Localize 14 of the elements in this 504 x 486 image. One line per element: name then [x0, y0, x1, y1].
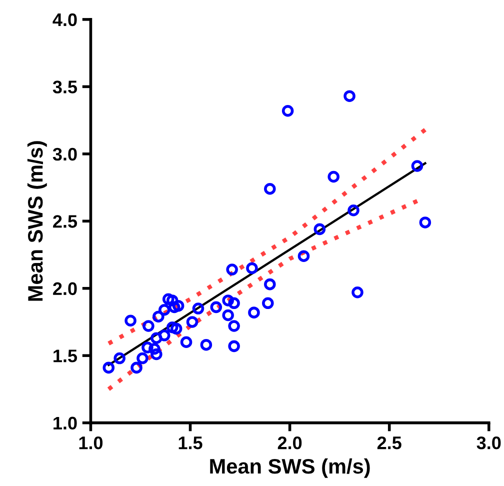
y-tick-label: 3.5: [52, 80, 78, 94]
y-tick-label: 3.0: [52, 148, 77, 161]
y-tick-label: 1.5: [54, 350, 78, 362]
y-tick-label: 4.0: [52, 13, 77, 26]
y-axis-title: Mean SWS (m/s): [27, 141, 47, 301]
x-tick-label: 2.5: [377, 436, 402, 450]
x-tick-label: 1.5: [178, 436, 202, 450]
y-tick-label: 2.0: [53, 282, 77, 296]
y-tick-label: 2.5: [53, 215, 78, 228]
x-axis-title: Mean SWS (m/s): [210, 458, 370, 478]
x-tick-label: 2.0: [278, 436, 302, 450]
x-tick-label: 1.0: [79, 436, 103, 450]
y-tick-label: 1.0: [54, 416, 77, 430]
x-tick-label: 3.0: [476, 436, 501, 450]
